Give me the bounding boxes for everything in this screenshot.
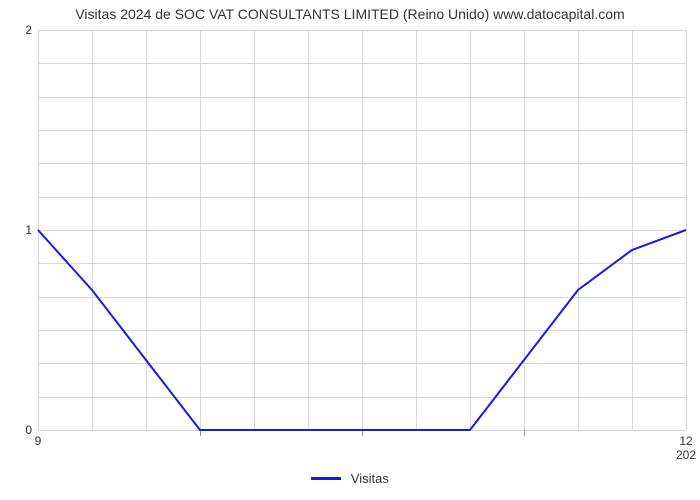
legend-label: Visitas <box>351 471 389 486</box>
legend-swatch <box>311 477 341 480</box>
plot-area: 012912 <box>38 30 686 430</box>
chart-title: Visitas 2024 de SOC VAT CONSULTANTS LIMI… <box>0 6 700 22</box>
y-axis-tick-label: 0 <box>25 423 32 437</box>
y-axis-tick-label: 2 <box>25 23 32 37</box>
truncated-right-label: 202 <box>676 448 696 462</box>
gridline-vertical <box>686 30 687 430</box>
line-series <box>38 30 686 430</box>
x-axis-tick-label: 9 <box>35 434 42 448</box>
chart-container: Visitas 2024 de SOC VAT CONSULTANTS LIMI… <box>0 0 700 500</box>
legend: Visitas <box>0 470 700 486</box>
y-axis-tick-label: 1 <box>25 223 32 237</box>
x-axis-tick-label: 12 <box>679 434 692 448</box>
x-axis-minor-tick <box>524 430 525 436</box>
